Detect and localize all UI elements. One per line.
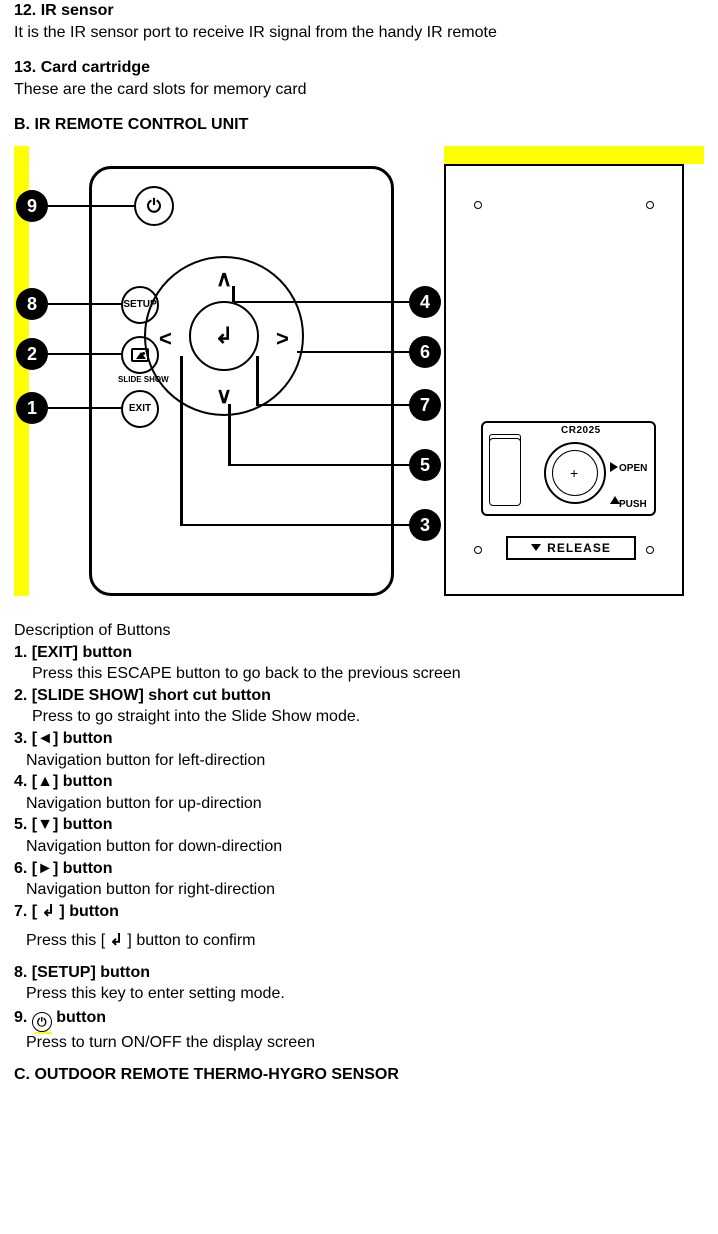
plus-icon: + bbox=[570, 464, 578, 483]
battery-model-label: CR2025 bbox=[561, 424, 601, 438]
callout-4: 4 bbox=[409, 286, 441, 318]
b4-text: Navigation button for up-direction bbox=[14, 793, 704, 815]
b3-text: Navigation button for left-direction bbox=[14, 750, 704, 772]
callout-5: 5 bbox=[409, 449, 441, 481]
leader-line bbox=[232, 286, 235, 302]
b6-text: Navigation button for right-direction bbox=[14, 879, 704, 901]
leader-line bbox=[230, 464, 410, 467]
arrow-right-icon bbox=[610, 462, 618, 472]
heading-section-c: C. OUTDOOR REMOTE THERMO-HYGRO SENSOR bbox=[14, 1064, 704, 1086]
leader-line bbox=[256, 356, 259, 406]
push-label: PUSH bbox=[619, 498, 647, 512]
body-12: It is the IR sensor port to receive IR s… bbox=[14, 22, 704, 44]
screw-icon bbox=[474, 201, 482, 209]
b3-heading: 3. [◄] button bbox=[14, 728, 704, 750]
b1-heading: 1. [EXIT] button bbox=[14, 642, 704, 664]
heading-section-b: B. IR REMOTE CONTROL UNIT bbox=[14, 114, 704, 136]
b9-heading: 9. ⏻ button bbox=[14, 1007, 704, 1032]
enter-icon: ↲ bbox=[42, 903, 55, 920]
b6-heading: 6. [►] button bbox=[14, 858, 704, 880]
callout-2: 2 bbox=[16, 338, 48, 370]
battery-clip-icon bbox=[489, 438, 521, 506]
b2-text: Press to go straight into the Slide Show… bbox=[14, 706, 704, 728]
callout-6: 6 bbox=[409, 336, 441, 368]
remote-back-outline: CR2025 + OPEN PUSH RELEASE bbox=[444, 164, 684, 596]
b9-text: Press to turn ON/OFF the display screen bbox=[14, 1032, 704, 1054]
screw-icon bbox=[474, 546, 482, 554]
screw-icon bbox=[646, 201, 654, 209]
screw-icon bbox=[646, 546, 654, 554]
b1-text: Press this ESCAPE button to go back to t… bbox=[14, 663, 704, 685]
left-chevron-icon: < bbox=[159, 324, 172, 354]
power-icon: ⏻ bbox=[32, 1012, 52, 1032]
heading-12: 12. IR sensor bbox=[14, 0, 704, 22]
release-label: RELEASE bbox=[506, 536, 636, 560]
body-13: These are the card slots for memory card bbox=[14, 79, 704, 101]
enter-icon: ↲ bbox=[110, 932, 123, 949]
b5-heading: 5. [▼] button bbox=[14, 814, 704, 836]
up-chevron-icon: ∧ bbox=[216, 264, 232, 294]
b2-heading: 2. [SLIDE SHOW] short cut button bbox=[14, 685, 704, 707]
callout-3: 3 bbox=[409, 509, 441, 541]
open-label: OPEN bbox=[619, 462, 647, 476]
leader-line bbox=[48, 353, 122, 356]
b7-text: Press this [ ↲ ] button to confirm bbox=[14, 930, 704, 952]
callout-7: 7 bbox=[409, 389, 441, 421]
b5-text: Navigation button for down-direction bbox=[14, 836, 704, 858]
leader-line bbox=[234, 301, 410, 304]
leader-line bbox=[48, 303, 122, 306]
leader-line bbox=[180, 356, 183, 526]
power-button-icon: ⏻ bbox=[134, 186, 174, 226]
leader-line bbox=[48, 407, 122, 410]
right-chevron-icon: > bbox=[276, 324, 289, 354]
leader-line bbox=[182, 524, 410, 527]
remote-diagram: ⏻ SETUP SLIDE SHOW EXIT ↲ ∧ ∨ < > 9 8 2 … bbox=[14, 146, 704, 606]
enter-button-icon: ↲ bbox=[189, 301, 259, 371]
description-title: Description of Buttons bbox=[14, 620, 704, 642]
leader-line bbox=[297, 351, 410, 354]
leader-line bbox=[228, 404, 231, 466]
battery-clip-top-icon bbox=[489, 434, 521, 442]
b8-heading: 8. [SETUP] button bbox=[14, 962, 704, 984]
highlight-bar-top bbox=[444, 146, 704, 164]
leader-line bbox=[48, 205, 134, 208]
enter-icon: ↲ bbox=[215, 321, 233, 351]
callout-1: 1 bbox=[16, 392, 48, 424]
callout-8: 8 bbox=[16, 288, 48, 320]
leader-line bbox=[258, 404, 410, 407]
exit-button-icon: EXIT bbox=[121, 390, 159, 428]
b8-text: Press this key to enter setting mode. bbox=[14, 983, 704, 1005]
callout-9: 9 bbox=[16, 190, 48, 222]
b4-heading: 4. [▲] button bbox=[14, 771, 704, 793]
heading-13: 13. Card cartridge bbox=[14, 57, 704, 79]
b7-heading: 7. [ ↲ ] button bbox=[14, 901, 704, 923]
